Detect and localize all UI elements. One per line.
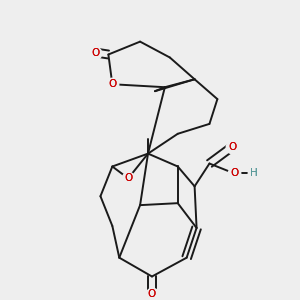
Text: O: O: [108, 79, 116, 89]
Text: O: O: [124, 173, 132, 183]
Text: O: O: [92, 47, 100, 58]
Text: O: O: [228, 142, 236, 152]
Text: O: O: [230, 168, 238, 178]
Text: O: O: [230, 168, 238, 178]
Text: O: O: [108, 79, 116, 89]
Text: O: O: [124, 173, 132, 183]
Text: O: O: [148, 289, 156, 299]
Text: O: O: [92, 47, 100, 58]
Text: H: H: [250, 168, 258, 178]
Text: O: O: [228, 142, 236, 152]
Text: H: H: [250, 168, 258, 178]
Text: O: O: [148, 289, 156, 299]
